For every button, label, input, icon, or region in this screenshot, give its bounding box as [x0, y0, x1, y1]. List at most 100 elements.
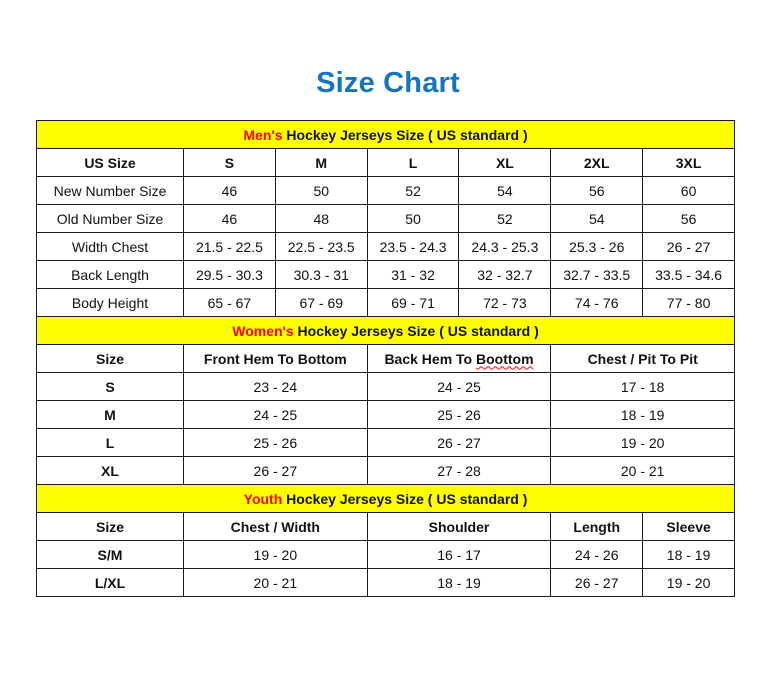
cell-youth-1-3: 19 - 20	[642, 568, 736, 597]
cell-mens-2-2: 23.5 - 24.3	[366, 232, 460, 261]
cell-mens-0-2: 52	[366, 176, 460, 205]
cell-mens-4-4: 74 - 76	[550, 288, 644, 317]
section-banner-text: Hockey Jerseys Size ( US standard )	[282, 126, 528, 143]
cell-youth-1-1: 18 - 19	[366, 568, 552, 597]
cell-youth-1-0: 20 - 21	[183, 568, 368, 597]
cell-womens-2-1: 26 - 27	[366, 428, 552, 457]
column-header-womens-0: Size	[36, 344, 184, 373]
column-header-womens-3: Chest / Pit To Pit	[550, 344, 736, 373]
section-banner-text: Hockey Jerseys Size ( US standard )	[282, 490, 528, 507]
row-header-mens-3: Back Length	[36, 260, 184, 289]
cell-mens-2-4: 25.3 - 26	[550, 232, 644, 261]
row-header-mens-4: Body Height	[36, 288, 184, 317]
column-header-mens-6: 3XL	[642, 148, 736, 177]
size-chart-tables: Men's Hockey Jerseys Size ( US standard …	[35, 120, 736, 597]
row-header-womens-1: M	[36, 400, 184, 429]
cell-mens-3-1: 30.3 - 31	[274, 260, 368, 289]
section-banner-row-mens: Men's Hockey Jerseys Size ( US standard …	[35, 120, 736, 149]
row-header-youth-1: L/XL	[36, 568, 184, 597]
column-header-mens-0: US Size	[36, 148, 184, 177]
cell-mens-4-5: 77 - 80	[642, 288, 736, 317]
cell-mens-3-5: 33.5 - 34.6	[642, 260, 736, 289]
column-header-womens-1: Front Hem To Bottom	[183, 344, 368, 373]
table-row: XL 26 - 27 27 - 28 20 - 21	[36, 456, 736, 485]
row-header-womens-0: S	[36, 372, 184, 401]
cell-mens-3-4: 32.7 - 33.5	[550, 260, 644, 289]
cell-womens-1-2: 18 - 19	[550, 400, 736, 429]
cell-youth-0-1: 16 - 17	[366, 540, 552, 569]
row-header-mens-1: Old Number Size	[36, 204, 184, 233]
column-header-youth-1: Chest / Width	[183, 512, 368, 541]
spellcheck-underline-text: Boottom	[475, 350, 534, 367]
section-banner-row-youth: Youth Hockey Jerseys Size ( US standard …	[35, 484, 736, 513]
section-audience-label: Men's	[243, 126, 283, 143]
cell-mens-4-3: 72 - 73	[458, 288, 552, 317]
column-header-mens-1: S	[183, 148, 276, 177]
cell-mens-4-2: 69 - 71	[366, 288, 460, 317]
section-audience-label: Women's	[232, 322, 294, 339]
table-row: M 24 - 25 25 - 26 18 - 19	[36, 400, 736, 429]
cell-womens-2-0: 25 - 26	[183, 428, 368, 457]
cell-mens-2-1: 22.5 - 23.5	[274, 232, 368, 261]
table-row: New Number Size 46 50 52 54 56 60	[36, 176, 736, 205]
cell-mens-3-3: 32 - 32.7	[458, 260, 552, 289]
table-row: Back Length 29.5 - 30.3 30.3 - 31 31 - 32 32…	[36, 260, 736, 289]
cell-womens-0-1: 24 - 25	[366, 372, 552, 401]
cell-womens-0-0: 23 - 24	[183, 372, 368, 401]
cell-mens-0-5: 60	[642, 176, 736, 205]
table-row: L/XL 20 - 21 18 - 19 26 - 27 19 - 20	[36, 568, 736, 597]
cell-womens-2-2: 19 - 20	[550, 428, 736, 457]
cell-mens-1-4: 54	[550, 204, 644, 233]
column-header-youth-2: Shoulder	[366, 512, 552, 541]
section-banner-text: Hockey Jerseys Size ( US standard )	[293, 322, 539, 339]
section-banner-womens: Women's Hockey Jerseys Size ( US standar…	[35, 316, 736, 345]
cell-youth-0-2: 24 - 26	[550, 540, 644, 569]
size-chart-table: Men's Hockey Jerseys Size ( US standard …	[35, 120, 736, 597]
cell-mens-0-1: 50	[274, 176, 368, 205]
cell-mens-4-0: 65 - 67	[183, 288, 276, 317]
column-header-row-youth: Size Chest / Width Shoulder Length Sleeve	[36, 512, 736, 541]
section-banner-youth: Youth Hockey Jerseys Size ( US standard …	[35, 484, 736, 513]
cell-mens-2-0: 21.5 - 22.5	[183, 232, 276, 261]
column-header-youth-3: Length	[550, 512, 644, 541]
cell-mens-2-5: 26 - 27	[642, 232, 736, 261]
cell-mens-0-3: 54	[458, 176, 552, 205]
cell-womens-1-1: 25 - 26	[366, 400, 552, 429]
cell-youth-1-2: 26 - 27	[550, 568, 644, 597]
table-row: L 25 - 26 26 - 27 19 - 20	[36, 428, 736, 457]
row-header-youth-0: S/M	[36, 540, 184, 569]
cell-womens-3-0: 26 - 27	[183, 456, 368, 485]
cell-mens-2-3: 24.3 - 25.3	[458, 232, 552, 261]
table-row: Old Number Size 46 48 50 52 54 56	[36, 204, 736, 233]
section-banner-row-womens: Women's Hockey Jerseys Size ( US standar…	[35, 316, 736, 345]
row-header-womens-2: L	[36, 428, 184, 457]
cell-mens-4-1: 67 - 69	[274, 288, 368, 317]
table-row: Body Height 65 - 67 67 - 69 69 - 71 72 - 73 7…	[36, 288, 736, 317]
cell-womens-3-1: 27 - 28	[366, 456, 552, 485]
cell-womens-3-2: 20 - 21	[550, 456, 736, 485]
cell-mens-1-2: 50	[366, 204, 460, 233]
column-header-youth-0: Size	[36, 512, 184, 541]
column-header-mens-5: 2XL	[550, 148, 644, 177]
cell-mens-1-3: 52	[458, 204, 552, 233]
cell-womens-0-2: 17 - 18	[550, 372, 736, 401]
section-banner-mens: Men's Hockey Jerseys Size ( US standard …	[35, 120, 736, 149]
cell-mens-1-1: 48	[274, 204, 368, 233]
table-row: S/M 19 - 20 16 - 17 24 - 26 18 - 19	[36, 540, 736, 569]
cell-mens-0-4: 56	[550, 176, 644, 205]
column-header-mens-3: L	[366, 148, 460, 177]
section-audience-label: Youth	[243, 490, 283, 507]
column-header-row-mens: US Size S M L XL 2XL 3XL	[36, 148, 736, 177]
cell-youth-0-0: 19 - 20	[183, 540, 368, 569]
cell-mens-1-5: 56	[642, 204, 736, 233]
cell-youth-0-3: 18 - 19	[642, 540, 736, 569]
row-header-womens-3: XL	[36, 456, 184, 485]
column-header-womens-2: Back Hem To Boottom	[366, 344, 552, 373]
table-row: S 23 - 24 24 - 25 17 - 18	[36, 372, 736, 401]
column-header-youth-4: Sleeve	[642, 512, 736, 541]
cell-mens-3-0: 29.5 - 30.3	[183, 260, 276, 289]
column-header-mens-2: M	[274, 148, 368, 177]
table-row: Width Chest 21.5 - 22.5 22.5 - 23.5 23.5 - …	[36, 232, 736, 261]
row-header-mens-2: Width Chest	[36, 232, 184, 261]
